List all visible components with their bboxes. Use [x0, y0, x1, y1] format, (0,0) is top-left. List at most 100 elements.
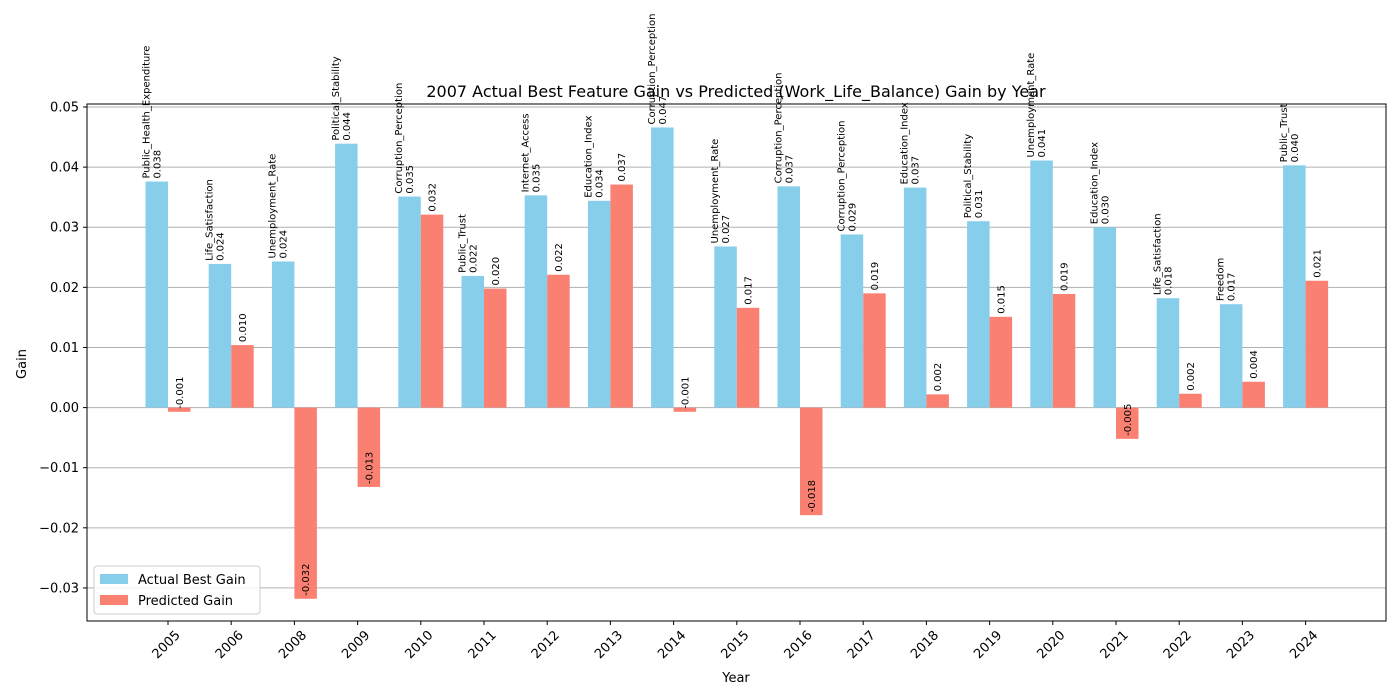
bar-predicted-gain — [800, 407, 823, 516]
predicted-value-label: -0.001 — [175, 377, 186, 409]
actual-value-label: 0.044 — [342, 112, 353, 141]
legend-label-predicted: Predicted Gain — [138, 594, 233, 609]
legend: Actual Best Gain Predicted Gain — [93, 565, 261, 615]
actual-value-label: 0.027 — [721, 215, 732, 244]
bar-actual-best-gain — [1219, 304, 1243, 408]
bar-predicted-gain — [420, 214, 444, 408]
actual-value-label: 0.047 — [658, 96, 669, 125]
bar-actual-best-gain — [714, 246, 737, 408]
predicted-value-label: 0.037 — [617, 153, 628, 182]
actual-value-label: 0.035 — [531, 164, 542, 193]
bar-actual-best-gain — [145, 181, 168, 408]
predicted-value-label: 0.020 — [491, 257, 502, 286]
bar-predicted-gain — [547, 274, 570, 408]
actual-value-label: 0.040 — [1290, 134, 1301, 163]
bar-actual-best-gain — [398, 196, 421, 408]
feature-name-label: Public_Trust — [457, 214, 468, 273]
feature-name-label: Unemployment_Rate — [710, 139, 721, 244]
bar-actual-best-gain — [1283, 165, 1306, 408]
y-tick-label: 0.05 — [50, 101, 79, 116]
actual-value-label: 0.035 — [405, 165, 416, 194]
y-tick-label: 0.03 — [50, 221, 79, 236]
legend-box — [93, 565, 261, 615]
predicted-value-label: 0.015 — [996, 285, 1007, 314]
actual-value-label: 0.031 — [974, 190, 985, 219]
feature-name-label: Corruption_Perception — [647, 14, 658, 125]
predicted-value-label: 0.002 — [933, 363, 944, 392]
feature-name-label: Unemployment_Rate — [268, 154, 279, 259]
actual-value-label: 0.017 — [1227, 273, 1238, 302]
actual-value-label: 0.030 — [1100, 196, 1111, 225]
feature-name-label: Public_Health_Expenditure — [141, 46, 152, 179]
feature-name-label: Freedom — [1216, 258, 1227, 301]
bar-actual-best-gain — [1093, 227, 1116, 408]
y-tick-label: −0.01 — [39, 461, 79, 476]
bar-actual-best-gain — [840, 234, 864, 408]
y-tick-label: 0.04 — [50, 161, 79, 176]
y-tick-label: −0.03 — [39, 581, 79, 596]
bar-predicted-gain — [1052, 293, 1076, 408]
actual-value-label: 0.034 — [595, 169, 606, 198]
bar-actual-best-gain — [651, 127, 674, 408]
predicted-value-label: 0.019 — [870, 262, 881, 291]
legend-label-actual: Actual Best Gain — [138, 573, 246, 588]
feature-name-label: Life_Satisfaction — [1152, 213, 1163, 295]
y-tick-label: 0.02 — [50, 281, 79, 296]
bar-predicted-gain — [168, 407, 191, 412]
bar-actual-best-gain — [461, 275, 484, 408]
bar-actual-best-gain — [903, 187, 927, 408]
predicted-value-label: -0.013 — [364, 452, 375, 484]
bars — [145, 127, 1329, 599]
predicted-value-label: -0.005 — [1123, 404, 1134, 436]
y-tick-label: 0.01 — [50, 341, 79, 356]
actual-value-label: 0.018 — [1163, 267, 1174, 296]
bar-predicted-gain — [989, 316, 1013, 408]
predicted-value-label: 0.021 — [1312, 249, 1323, 278]
bar-predicted-gain — [357, 407, 381, 487]
bar-predicted-gain — [1242, 381, 1265, 408]
y-tick-label: 0.00 — [50, 401, 79, 416]
predicted-value-label: -0.018 — [807, 480, 818, 512]
actual-value-label: 0.029 — [847, 203, 858, 232]
chart-title: 2007 Actual Best Feature Gain vs Predict… — [426, 82, 1046, 102]
feature-name-label: Education_Index — [900, 102, 911, 184]
bar-actual-best-gain — [777, 186, 800, 408]
actual-value-label: 0.024 — [279, 230, 290, 259]
bar-predicted-gain — [736, 307, 760, 408]
actual-value-label: 0.022 — [468, 244, 479, 273]
actual-value-label: 0.038 — [152, 150, 163, 179]
bar-predicted-gain — [673, 407, 697, 412]
actual-value-label: 0.037 — [911, 156, 922, 185]
x-axis-label: Year — [721, 671, 750, 686]
bar-predicted-gain — [1116, 407, 1139, 439]
predicted-value-label: 0.002 — [1186, 362, 1197, 391]
bar-actual-best-gain — [967, 221, 990, 408]
feature-name-label: Political_Stability — [963, 134, 974, 218]
actual-value-label: 0.024 — [215, 232, 226, 261]
bar-actual-best-gain — [208, 263, 232, 408]
predicted-value-label: -0.032 — [301, 564, 312, 596]
predicted-value-label: 0.010 — [238, 313, 249, 342]
y-tick-label: −0.02 — [39, 521, 79, 536]
feature-name-label: Corruption_Perception — [836, 121, 847, 232]
feature-name-label: Public_Trust — [1279, 103, 1290, 162]
y-axis-label: Gain — [15, 349, 30, 379]
bar-predicted-gain — [863, 293, 886, 408]
feature-name-label: Internet_Access — [520, 113, 531, 192]
bar-actual-best-gain — [271, 261, 295, 408]
bar-actual-best-gain — [335, 143, 358, 408]
bar-predicted-gain — [1179, 393, 1202, 408]
legend-swatch-actual — [100, 574, 128, 584]
predicted-value-label: -0.001 — [680, 377, 691, 409]
legend-swatch-predicted — [100, 595, 128, 605]
bar-actual-best-gain — [524, 195, 548, 408]
feature-name-label: Education_Index — [1089, 142, 1100, 224]
actual-value-label: 0.037 — [784, 155, 795, 184]
predicted-value-label: 0.017 — [744, 276, 755, 305]
bar-predicted-gain — [294, 407, 317, 599]
feature-name-label: Political_Stability — [331, 56, 342, 140]
feature-name-label: Corruption_Perception — [773, 72, 784, 183]
bar-predicted-gain — [231, 345, 254, 408]
